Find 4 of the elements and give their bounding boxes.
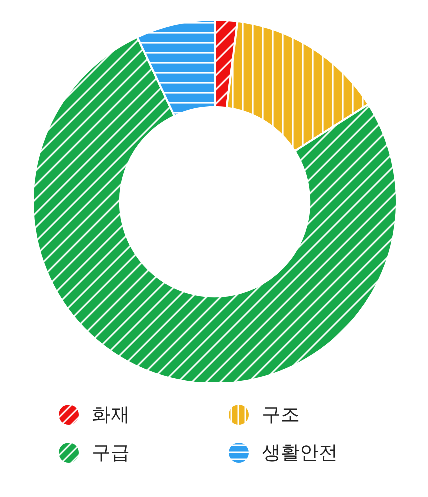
legend-label: 구조: [262, 403, 300, 428]
legend-label: 화재: [92, 403, 130, 428]
legend-label: 구급: [92, 441, 130, 466]
legend-label: 생활안전: [262, 441, 338, 466]
